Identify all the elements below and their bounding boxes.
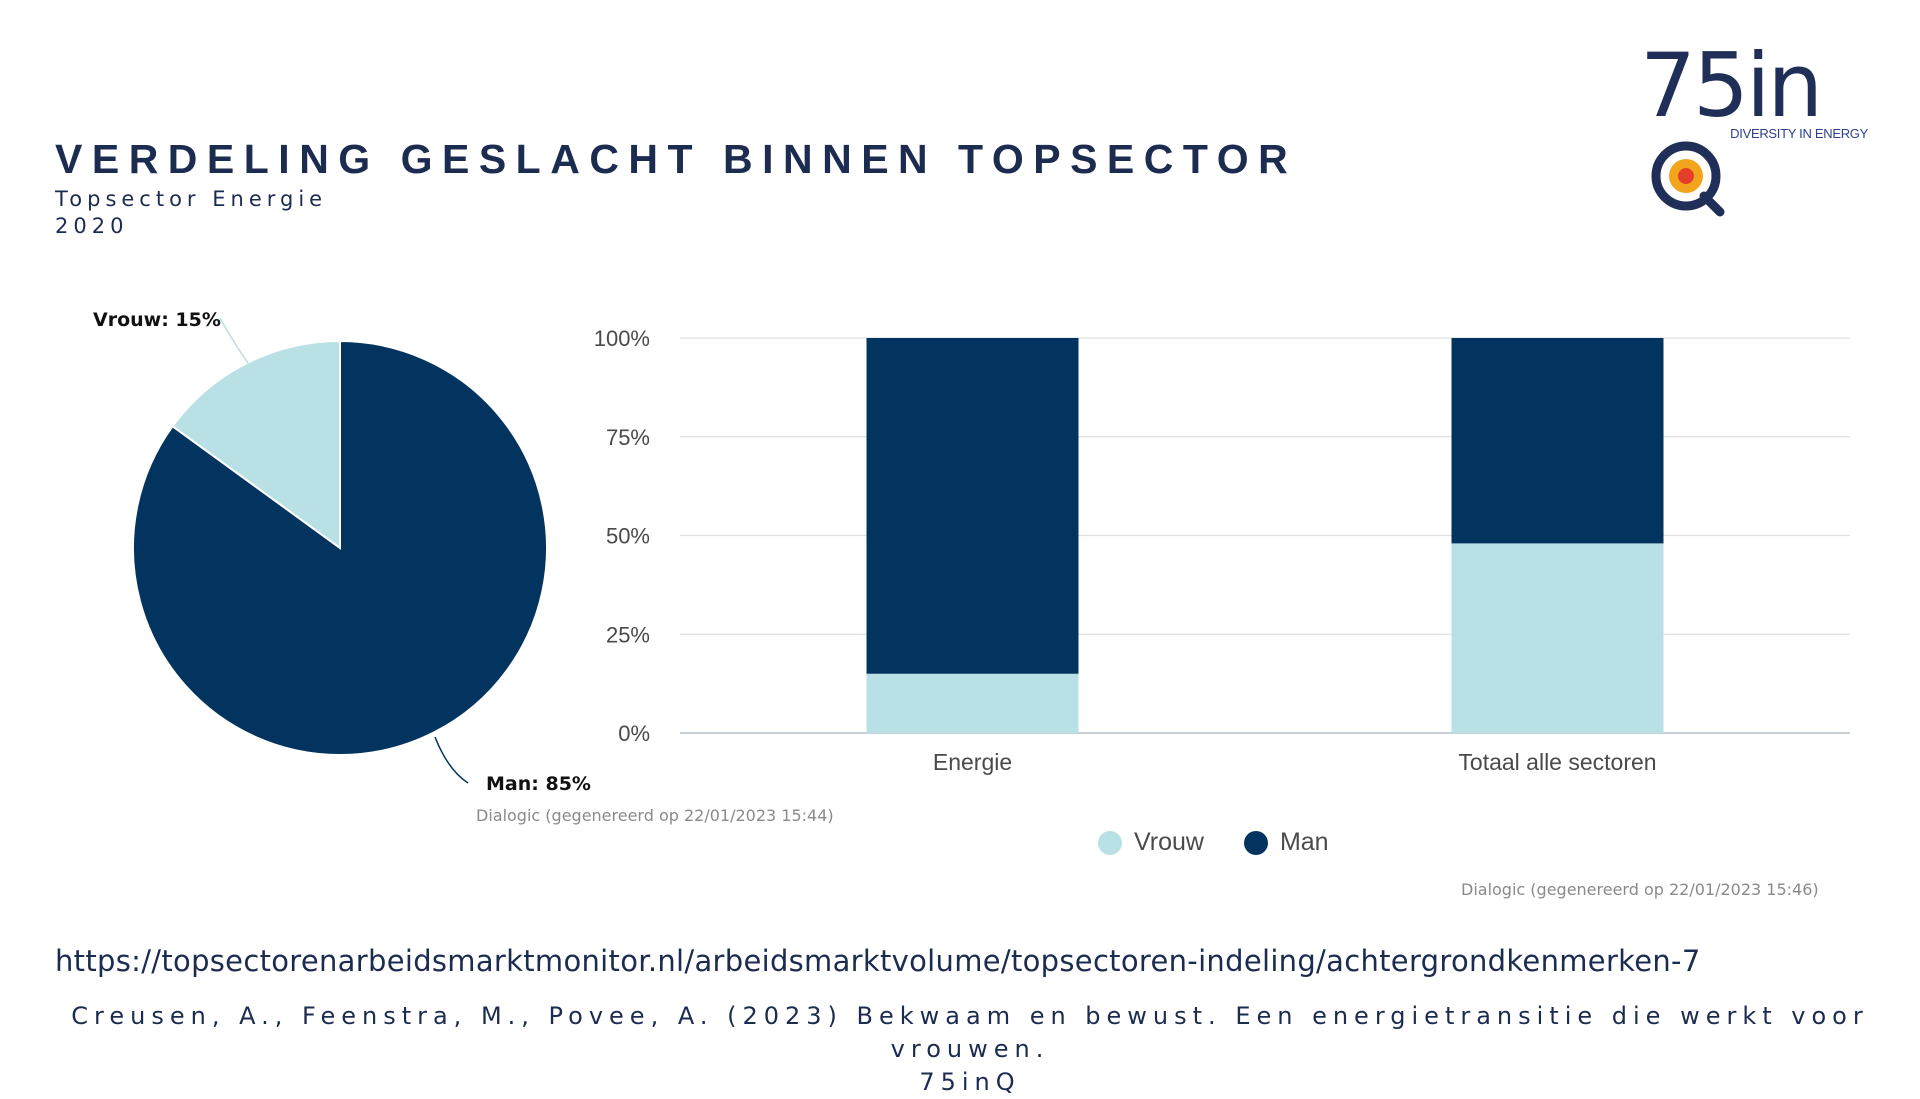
pie-leader-vrouw bbox=[219, 317, 249, 364]
logo-wordmark: 75in bbox=[1640, 42, 1880, 218]
page-subtitle: Topsector Energie 2020 bbox=[55, 186, 327, 240]
pie-slice-vrouw bbox=[171, 339, 341, 550]
bar-man-1 bbox=[1451, 338, 1664, 544]
bar-chart-legend: Vrouw Man bbox=[1098, 828, 1355, 857]
bar-man-0 bbox=[866, 338, 1079, 674]
x-tick-label: Totaal alle sectoren bbox=[1458, 749, 1656, 775]
y-tick-label: 50% bbox=[606, 524, 650, 549]
pie-leader-man bbox=[434, 736, 469, 784]
bar-vrouw-1 bbox=[1451, 543, 1664, 733]
legend-item-vrouw: Vrouw bbox=[1098, 828, 1204, 857]
source-url-link[interactable]: https://topsectorenarbeidsmarktmonitor.n… bbox=[55, 944, 1701, 978]
subtitle-year: 2020 bbox=[55, 214, 129, 238]
logo: 75in DIVERSITY IN ENERGY bbox=[1640, 42, 1880, 217]
y-tick-label: 25% bbox=[606, 622, 650, 647]
subtitle-sector: Topsector Energie bbox=[55, 187, 328, 211]
pie-source-note: Dialogic (gegenereerd op 22/01/2023 15:4… bbox=[476, 806, 834, 825]
y-tick-label: 100% bbox=[594, 326, 650, 351]
x-tick-label: Energie bbox=[933, 749, 1012, 775]
legend-label-man: Man bbox=[1279, 828, 1329, 856]
page-title: VERDELING GESLACHT BINNEN TOPSECTOR bbox=[55, 136, 1298, 182]
y-tick-label: 0% bbox=[618, 721, 650, 746]
legend-label-vrouw: Vrouw bbox=[1134, 828, 1204, 856]
legend-swatch-vrouw bbox=[1098, 830, 1122, 855]
y-tick-label: 75% bbox=[606, 425, 650, 450]
citation-text: Creusen, A., Feenstra, M., Povee, A. (20… bbox=[71, 1002, 1869, 1063]
citation-org: 75inQ bbox=[919, 1068, 1021, 1096]
pie-label-man: Man: 85% bbox=[486, 773, 591, 795]
logo-q-icon bbox=[1651, 141, 1725, 217]
legend-swatch-man bbox=[1243, 830, 1268, 855]
bar-source-note: Dialogic (gegenereerd op 22/01/2023 15:4… bbox=[1461, 880, 1819, 899]
pie-slice-man bbox=[132, 339, 548, 756]
bar-vrouw-0 bbox=[866, 673, 1079, 733]
logo-tagline: DIVERSITY IN ENERGY bbox=[1730, 126, 1868, 141]
citation: Creusen, A., Feenstra, M., Povee, A. (20… bbox=[30, 1000, 1910, 1099]
legend-item-man: Man bbox=[1243, 828, 1329, 857]
pie-label-vrouw: Vrouw: 15% bbox=[93, 309, 221, 331]
